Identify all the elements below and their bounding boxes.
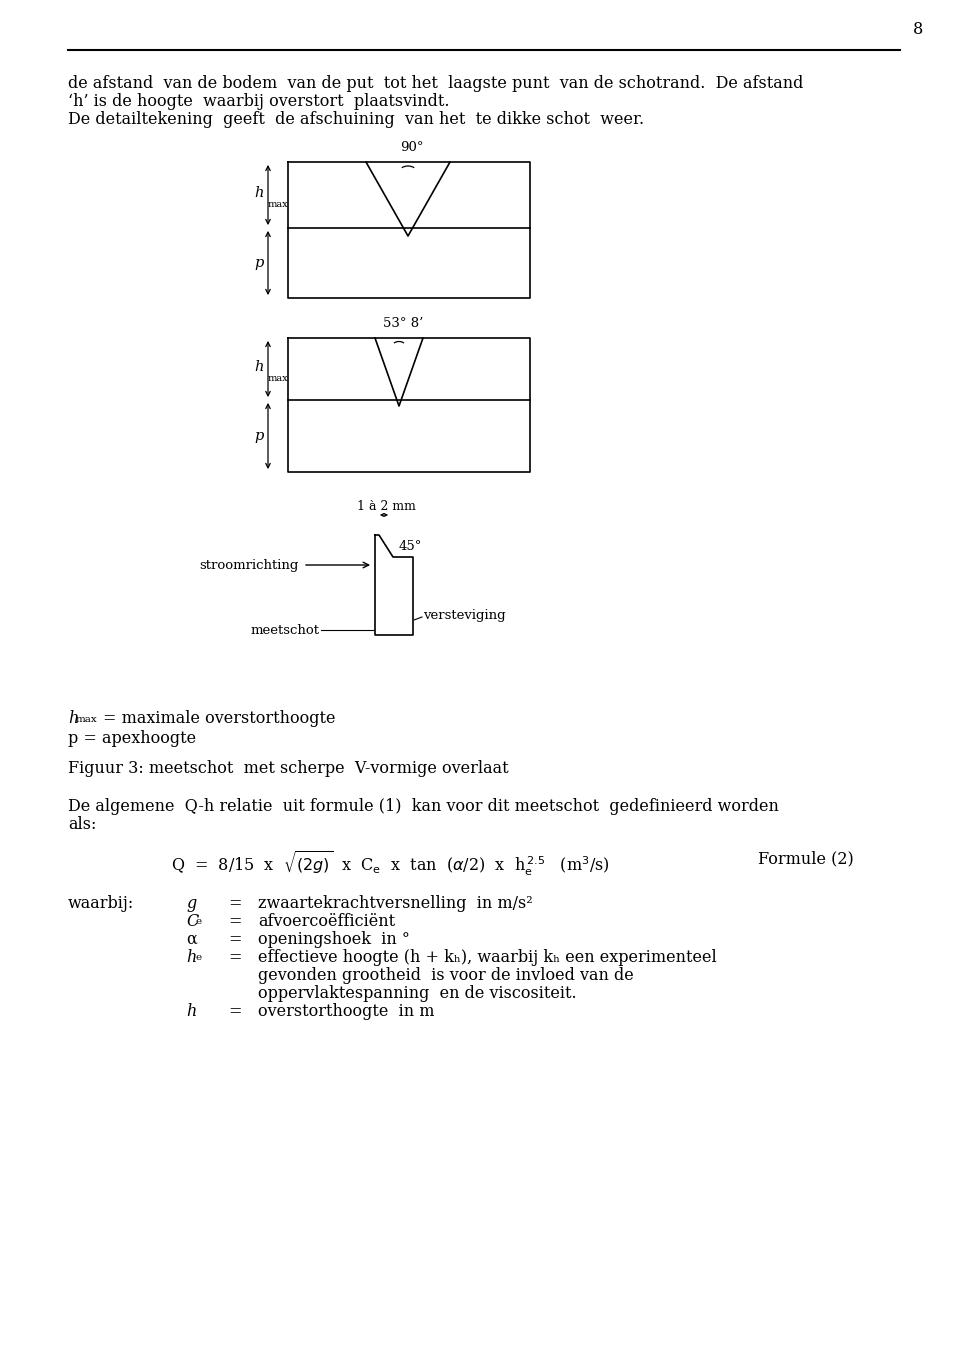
Text: gevonden grootheid  is voor de invloed van de: gevonden grootheid is voor de invloed va…: [258, 967, 634, 984]
Text: 8: 8: [913, 22, 924, 38]
Text: e: e: [195, 953, 202, 962]
Text: =: =: [228, 895, 242, 912]
Text: C: C: [186, 913, 199, 930]
Text: max: max: [76, 715, 98, 724]
Text: p: p: [254, 256, 264, 270]
Text: De algemene  Q-h relatie  uit formule (1)  kan voor dit meetschot  gedefinieerd : De algemene Q-h relatie uit formule (1) …: [68, 798, 779, 815]
Text: α: α: [186, 931, 197, 947]
Text: versteviging: versteviging: [423, 608, 506, 622]
Text: De detailtekening  geeft  de afschuining  van het  te dikke schot  weer.: De detailtekening geeft de afschuining v…: [68, 111, 644, 127]
Text: p: p: [254, 428, 264, 444]
Text: g: g: [186, 895, 196, 912]
Text: p = apexhoogte: p = apexhoogte: [68, 730, 196, 747]
Text: 45°: 45°: [399, 539, 422, 553]
Text: Formule (2): Formule (2): [758, 850, 853, 867]
Text: h: h: [254, 360, 264, 374]
Text: Q  =  8/15  x  $\sqrt{(2g)}$  x  C$_{\mathrm{e}}$  x  tan  ($\alpha$/2)  x  h$_{: Q = 8/15 x $\sqrt{(2g)}$ x C$_{\mathrm{e…: [171, 850, 610, 879]
Text: 90°: 90°: [400, 141, 423, 153]
Text: afvoercoëfficiënt: afvoercoëfficiënt: [258, 913, 396, 930]
Text: oppervlaktespanning  en de viscositeit.: oppervlaktespanning en de viscositeit.: [258, 986, 577, 1002]
Text: h: h: [186, 949, 196, 967]
Text: waarbij:: waarbij:: [68, 895, 134, 912]
Text: zwaartekrachtversnelling  in m/s²: zwaartekrachtversnelling in m/s²: [258, 895, 533, 912]
Text: e: e: [195, 917, 202, 925]
Text: =: =: [228, 913, 242, 930]
Text: h: h: [254, 186, 264, 200]
Text: openingshoek  in °: openingshoek in °: [258, 931, 410, 947]
Text: =: =: [228, 949, 242, 967]
Text: max: max: [268, 374, 289, 383]
Text: overstorthoogte  in m: overstorthoogte in m: [258, 1003, 435, 1020]
Text: Figuur 3: meetschot  met scherpe  V-vormige overlaat: Figuur 3: meetschot met scherpe V-vormig…: [68, 760, 509, 778]
Text: max: max: [268, 200, 289, 209]
Text: =: =: [228, 931, 242, 947]
Text: ‘h’ is de hoogte  waarbij overstort  plaatsvindt.: ‘h’ is de hoogte waarbij overstort plaat…: [68, 93, 449, 110]
Text: de afstand  van de bodem  van de put  tot het  laagste punt  van de schotrand.  : de afstand van de bodem van de put tot h…: [68, 75, 804, 92]
Text: effectieve hoogte (h + kₕ), waarbij kₕ een experimenteel: effectieve hoogte (h + kₕ), waarbij kₕ e…: [258, 949, 717, 967]
Text: =: =: [228, 1003, 242, 1020]
Text: als:: als:: [68, 816, 96, 832]
Text: 1 à 2 mm: 1 à 2 mm: [356, 500, 416, 513]
Text: h: h: [68, 711, 79, 727]
Text: stroomrichting: stroomrichting: [200, 559, 299, 571]
Text: 53° 8’: 53° 8’: [383, 318, 423, 330]
Text: h: h: [186, 1003, 196, 1020]
Text: = maximale overstorthoogte: = maximale overstorthoogte: [103, 711, 335, 727]
Text: meetschot: meetschot: [251, 623, 320, 637]
